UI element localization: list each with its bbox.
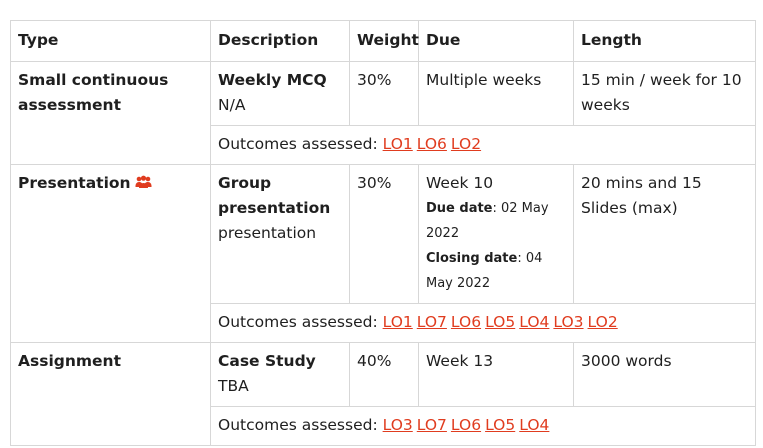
outcome-link[interactable]: LO4 (519, 313, 550, 331)
header-weight: Weight (349, 20, 419, 62)
outcome-link[interactable]: LO5 (485, 416, 516, 434)
outcome-link[interactable]: LO6 (450, 416, 482, 434)
outcome-link[interactable]: LO2 (587, 313, 618, 331)
outcomes-label: Outcomes assessed: (218, 313, 383, 331)
outcomes-row: Outcomes assessed: LO1 LO6 LO2 (11, 125, 756, 165)
header-description: Description (210, 20, 350, 62)
outcome-link[interactable]: LO2 (450, 135, 482, 153)
outcomes-row: Outcomes assessed: LO3 LO7 LO6 LO5 LO4 (11, 406, 756, 446)
description-subtitle: TBA (218, 377, 249, 395)
header-length: Length (573, 20, 756, 62)
type-cell: Assignment (10, 342, 211, 446)
type-cell: Small continuous assessment (10, 61, 211, 165)
due-cell: Week 10 Due date: 02 May 2022 Closing da… (418, 164, 574, 304)
table-row: Presentation Group presentation presenta… (10, 164, 756, 343)
weight-cell: 30% (349, 164, 419, 304)
assessment-table: Type Description Weight Due Length Small… (10, 20, 756, 446)
due-date-value: : 02 May 2022 (426, 201, 549, 241)
outcome-link[interactable]: LO7 (416, 313, 447, 331)
description-cell: Group presentation presentation (210, 164, 350, 304)
description-subtitle: N/A (218, 96, 246, 114)
header-type: Type (10, 20, 211, 62)
due-cell: Week 13 (418, 342, 574, 407)
description-cell: Case Study TBA (210, 342, 350, 407)
due-cell: Multiple weeks (418, 61, 574, 126)
length-cell: 15 min / week for 10 weeks (573, 61, 756, 126)
length-cell: 20 mins and 15 Slides (max) (573, 164, 756, 304)
description-cell: Weekly MCQ N/A (210, 61, 350, 126)
outcomes-label: Outcomes assessed: (218, 135, 383, 153)
due-week: Week 10 (426, 174, 494, 192)
description-title: Case Study (218, 352, 316, 370)
closing-date-label: Closing date (426, 251, 518, 266)
description-subtitle: presentation (218, 224, 317, 242)
table-row: Small continuous assessment Weekly MCQ N… (10, 61, 756, 165)
outcomes-cell: Outcomes assessed: LO1 LO6 LO2 (210, 125, 756, 165)
weight-cell: 30% (349, 61, 419, 126)
outcomes-cell: Outcomes assessed: LO3 LO7 LO6 LO5 LO4 (210, 406, 756, 446)
group-icon (135, 172, 152, 188)
closing-date-value: : 04 May 2022 (426, 251, 543, 291)
header-due: Due (418, 20, 574, 62)
outcome-link[interactable]: LO3 (382, 416, 413, 434)
outcomes-cell: Outcomes assessed: LO1 LO7 LO6 LO5 LO4 LO3 LO2 (210, 303, 756, 343)
description-title: Weekly MCQ (218, 71, 327, 89)
type-label: Presentation (18, 174, 131, 192)
outcome-link[interactable]: LO1 (382, 135, 413, 153)
outcomes-links: LO3 LO7 LO6 LO5 LO4 (383, 416, 554, 434)
type-cell: Presentation (10, 164, 211, 343)
due-date: Due date: 02 May 2022 (426, 196, 566, 246)
table-row: Assignment Case Study TBA 40% Week 13 30… (10, 342, 756, 446)
closing-date: Closing date: 04 May 2022 (426, 246, 566, 296)
outcomes-label: Outcomes assessed: (218, 416, 383, 434)
outcome-link[interactable]: LO3 (553, 313, 584, 331)
outcomes-links: LO1 LO7 LO6 LO5 LO4 LO3 LO2 (383, 313, 622, 331)
header-row: Type Description Weight Due Length (10, 20, 756, 62)
outcomes-links: LO1 LO6 LO2 (383, 135, 485, 153)
outcome-link[interactable]: LO4 (519, 416, 550, 434)
description-title: Group presentation (218, 174, 331, 217)
outcome-link[interactable]: LO5 (485, 313, 516, 331)
outcome-link[interactable]: LO1 (382, 313, 413, 331)
length-cell: 3000 words (573, 342, 756, 407)
due-date-label: Due date (426, 201, 493, 216)
weight-cell: 40% (349, 342, 419, 407)
outcome-link[interactable]: LO6 (450, 313, 482, 331)
outcome-link[interactable]: LO7 (416, 416, 447, 434)
outcomes-row: Outcomes assessed: LO1 LO7 LO6 LO5 LO4 LO3 LO2 (11, 303, 756, 343)
outcome-link[interactable]: LO6 (416, 135, 447, 153)
